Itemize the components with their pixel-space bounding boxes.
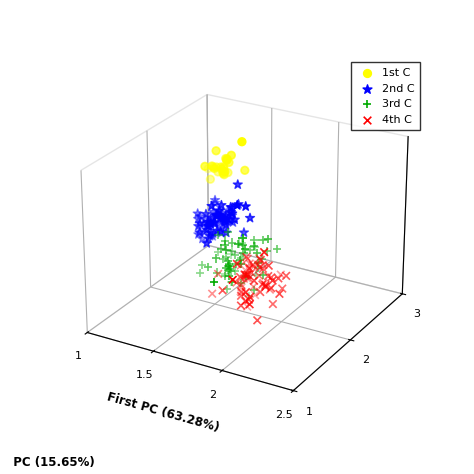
Text: PC (15.65%): PC (15.65%) (5, 456, 94, 469)
Legend: 1st C, 2nd C, 3rd C, 4th C: 1st C, 2nd C, 3rd C, 4th C (351, 63, 420, 130)
X-axis label: First PC (63.28%): First PC (63.28%) (105, 391, 220, 435)
